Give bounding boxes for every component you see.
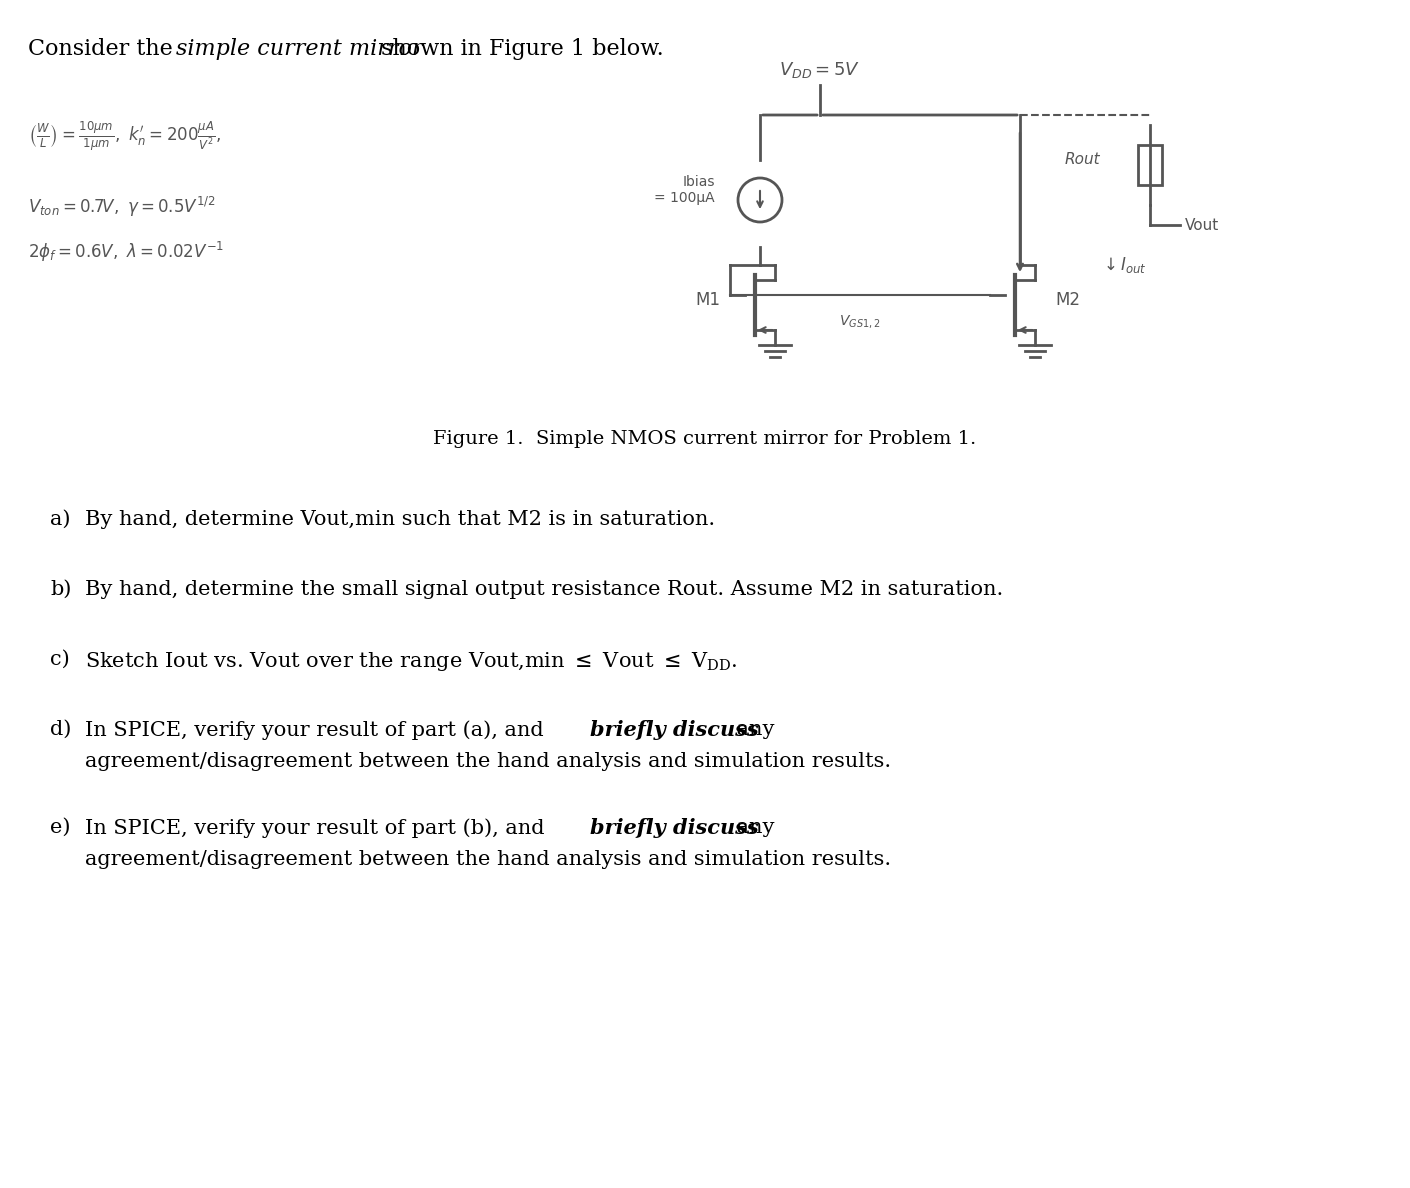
- Text: Vout: Vout: [1184, 217, 1220, 233]
- Text: agreement/disagreement between the hand analysis and simulation results.: agreement/disagreement between the hand …: [85, 849, 891, 868]
- Text: Consider the: Consider the: [28, 38, 180, 61]
- Text: Rout: Rout: [1065, 152, 1100, 168]
- Text: By hand, determine the small signal output resistance Rout. Assume M2 in saturat: By hand, determine the small signal outp…: [85, 580, 1004, 599]
- FancyBboxPatch shape: [1138, 145, 1162, 185]
- Text: In SPICE, verify your result of part (b), and: In SPICE, verify your result of part (b)…: [85, 819, 551, 838]
- Text: $V_{GS1,2}$: $V_{GS1,2}$: [839, 312, 881, 330]
- Text: $\left(\frac{W}{L}\right) = \frac{10\mu m}{1\mu m}$$,\ k_n' = 200\frac{\mu A}{V^: $\left(\frac{W}{L}\right) = \frac{10\mu …: [28, 120, 221, 153]
- Text: a): a): [49, 510, 70, 529]
- Text: $2\phi_f = 0.6V,\ \lambda = 0.02V^{-1}$: $2\phi_f = 0.6V,\ \lambda = 0.02V^{-1}$: [28, 240, 224, 264]
- Text: c): c): [49, 650, 69, 669]
- Text: Figure 1.  Simple NMOS current mirror for Problem 1.: Figure 1. Simple NMOS current mirror for…: [433, 430, 977, 448]
- Text: By hand, determine Vout,min such that M2 is in saturation.: By hand, determine Vout,min such that M2…: [85, 510, 715, 529]
- Text: d): d): [49, 720, 72, 739]
- Text: M1: M1: [695, 291, 721, 309]
- Text: M2: M2: [1055, 291, 1080, 309]
- Text: agreement/disagreement between the hand analysis and simulation results.: agreement/disagreement between the hand …: [85, 752, 891, 771]
- Text: $\downarrow I_{out}$: $\downarrow I_{out}$: [1100, 255, 1146, 274]
- Text: e): e): [49, 819, 70, 838]
- Text: $V_{DD} = 5V$: $V_{DD} = 5V$: [780, 61, 860, 80]
- Text: shown in Figure 1 below.: shown in Figure 1 below.: [374, 38, 664, 61]
- Text: any: any: [730, 720, 774, 739]
- Text: any: any: [730, 819, 774, 838]
- Text: In SPICE, verify your result of part (a), and: In SPICE, verify your result of part (a)…: [85, 720, 550, 740]
- Text: briefly discuss: briefly discuss: [589, 819, 759, 838]
- Text: Sketch Iout vs. Vout over the range Vout,min $\leq$ Vout $\leq$ V$_{\mathregular: Sketch Iout vs. Vout over the range Vout…: [85, 650, 737, 672]
- Text: simple current mirror: simple current mirror: [176, 38, 423, 61]
- Text: briefly discuss: briefly discuss: [589, 720, 759, 740]
- Text: Ibias
= 100μA: Ibias = 100μA: [654, 175, 715, 206]
- Text: $V_{ton} = 0.7V,\ \gamma = 0.5V^{1/2}$: $V_{ton} = 0.7V,\ \gamma = 0.5V^{1/2}$: [28, 195, 216, 219]
- Text: b): b): [49, 580, 72, 599]
